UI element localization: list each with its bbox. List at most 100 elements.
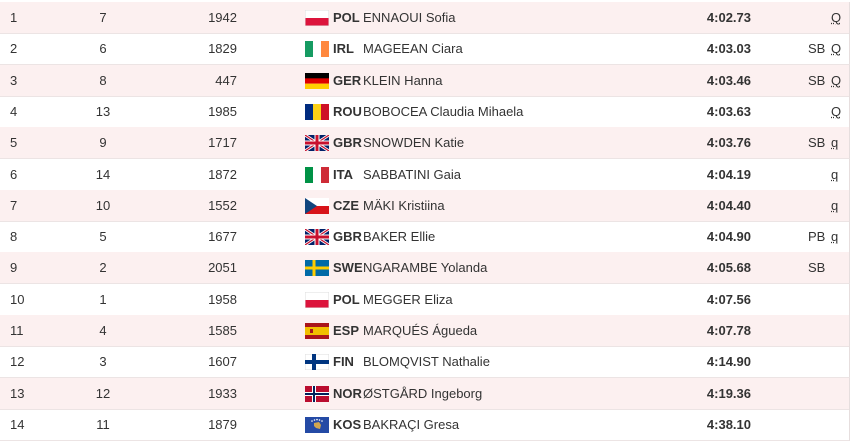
athlete-name: BOBOCEA Claudia Mihaela <box>363 103 524 119</box>
time: 4:03.76 <box>706 135 751 151</box>
athlete-name: KLEIN Hanna <box>363 72 443 88</box>
rank: 3 <box>10 72 18 88</box>
result-row: 4 13 1985 ROU BOBOCEA Claudia Mihaela 4:03.63… <box>0 95 850 128</box>
rank: 8 <box>10 229 18 245</box>
rank: 7 <box>10 197 18 213</box>
country-code: ITA <box>333 166 353 182</box>
country-code: SWE <box>333 260 363 276</box>
result-row: 10 1 1958 POL MEGGER Eliza 4:07.56 <box>0 283 850 316</box>
rank: 6 <box>10 166 18 182</box>
bib: 2051 <box>208 260 237 276</box>
qualification: Q <box>831 10 842 25</box>
flag <box>305 291 329 308</box>
country-code: IRL <box>333 41 354 57</box>
athlete-name: ØSTGÅRD Ingeborg <box>363 385 483 401</box>
time: 4:04.19 <box>706 166 751 182</box>
country-code: POL <box>333 10 360 25</box>
lane: 9 <box>99 135 107 151</box>
bib: 1942 <box>208 10 237 25</box>
athlete-name: ENNAOUI Sofia <box>363 10 456 25</box>
flag <box>305 385 329 402</box>
bib: 1717 <box>208 135 237 151</box>
time: 4:19.36 <box>706 385 751 401</box>
result-row: 2 6 1829 IRL MAGEEAN Ciara 4:03.03 SB Q <box>0 33 850 66</box>
rank: 1 <box>10 10 18 25</box>
flag <box>305 10 329 26</box>
time: 4:38.10 <box>706 416 751 432</box>
lane: 6 <box>99 41 107 57</box>
lane: 14 <box>95 166 111 182</box>
result-row: 3 8 447 GER KLEIN Hanna 4:03.46 SB Q <box>0 64 850 97</box>
qualification: Q <box>831 103 842 119</box>
time: 4:07.78 <box>706 323 751 338</box>
rank: 5 <box>10 135 18 151</box>
record: SB <box>808 135 826 151</box>
athlete-name: NGARAMBE Yolanda <box>363 260 488 276</box>
result-row: 8 5 1677 GBR BAKER Ellie 4:04.90 PB q <box>0 221 850 254</box>
time: 4:05.68 <box>706 260 751 276</box>
rank: 9 <box>10 260 18 276</box>
record: PB <box>808 229 826 245</box>
result-row: 5 9 1717 GBR SNOWDEN Katie 4:03.76 SB q <box>0 127 850 160</box>
rank: 12 <box>10 354 25 370</box>
record: SB <box>808 72 826 88</box>
result-row: 13 12 1933 NOR ØSTGÅRD Ingeborg 4:19.36 <box>0 377 850 410</box>
result-row: 1 7 1942 POL ENNAOUI Sofia 4:02.73 Q <box>0 2 850 34</box>
time: 4:04.90 <box>706 229 751 245</box>
country-code: KOS <box>333 416 362 432</box>
qualification: q <box>831 166 839 182</box>
country-code: GBR <box>333 229 362 245</box>
flag <box>305 229 329 246</box>
qualification: q <box>831 229 839 245</box>
athlete-name: BLOMQVIST Nathalie <box>363 354 490 370</box>
result-row: 12 3 1607 FIN BLOMQVIST Nathalie 4:14.90 <box>0 346 850 379</box>
lane: 12 <box>95 385 111 401</box>
athlete-name: MAGEEAN Ciara <box>363 41 463 57</box>
athlete-name: MARQUÉS Águeda <box>363 323 478 338</box>
time: 4:03.63 <box>706 103 751 119</box>
flag <box>305 416 329 433</box>
lane: 2 <box>99 260 107 276</box>
flag <box>305 166 329 183</box>
lane: 3 <box>99 354 107 370</box>
record: SB <box>808 260 826 276</box>
country-code: GBR <box>333 135 362 151</box>
athlete-name: BAKRAÇI Gresa <box>363 416 460 432</box>
lane: 7 <box>99 10 107 25</box>
bib: 1677 <box>208 229 237 245</box>
flag <box>305 354 329 371</box>
lane: 4 <box>99 323 107 338</box>
athlete-name: SNOWDEN Katie <box>363 135 465 151</box>
flag <box>305 72 329 89</box>
record: SB <box>808 41 826 57</box>
bib: 1985 <box>208 103 237 119</box>
time: 4:03.46 <box>706 72 751 88</box>
time: 4:07.56 <box>706 291 751 307</box>
country-code: NOR <box>333 385 362 401</box>
lane: 10 <box>95 197 111 213</box>
lane: 5 <box>99 229 107 245</box>
lane: 8 <box>99 72 107 88</box>
lane: 13 <box>95 103 111 119</box>
qualification: q <box>831 197 839 213</box>
result-row: 11 4 1585 ESP MARQUÉS Águeda 4:07.78 <box>0 315 850 347</box>
country-code: GER <box>333 72 362 88</box>
flag <box>305 323 329 339</box>
country-code: CZE <box>333 197 359 213</box>
result-row: 14 11 1879 KOS BAKRAÇI Gresa 4:38.10 <box>0 408 850 441</box>
country-code: ESP <box>333 323 360 338</box>
bib: 447 <box>215 72 237 88</box>
athlete-name: MÄKI Kristiina <box>363 197 445 213</box>
athlete-name: MEGGER Eliza <box>363 291 453 307</box>
rank: 10 <box>10 291 25 307</box>
rank: 13 <box>10 385 25 401</box>
country-code: FIN <box>333 354 354 370</box>
lane: 1 <box>99 291 107 307</box>
result-row: 6 14 1872 ITA SABBATINI Gaia 4:04.19 q <box>0 158 850 191</box>
rank: 2 <box>10 41 18 57</box>
qualification: Q <box>831 41 842 57</box>
time: 4:03.03 <box>706 41 751 57</box>
result-row: 9 2 2051 SWE NGARAMBE Yolanda 4:05.68 SB <box>0 252 850 285</box>
country-code: POL <box>333 291 360 307</box>
